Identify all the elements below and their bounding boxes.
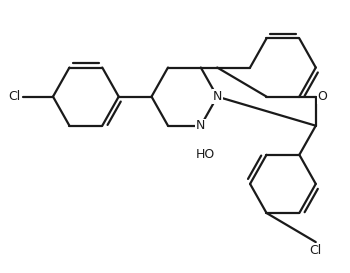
- Text: Cl: Cl: [8, 90, 21, 103]
- Text: N: N: [212, 90, 222, 103]
- Text: HO: HO: [196, 148, 215, 161]
- Text: N: N: [196, 119, 205, 132]
- Text: Cl: Cl: [310, 244, 322, 257]
- Text: O: O: [318, 90, 328, 103]
